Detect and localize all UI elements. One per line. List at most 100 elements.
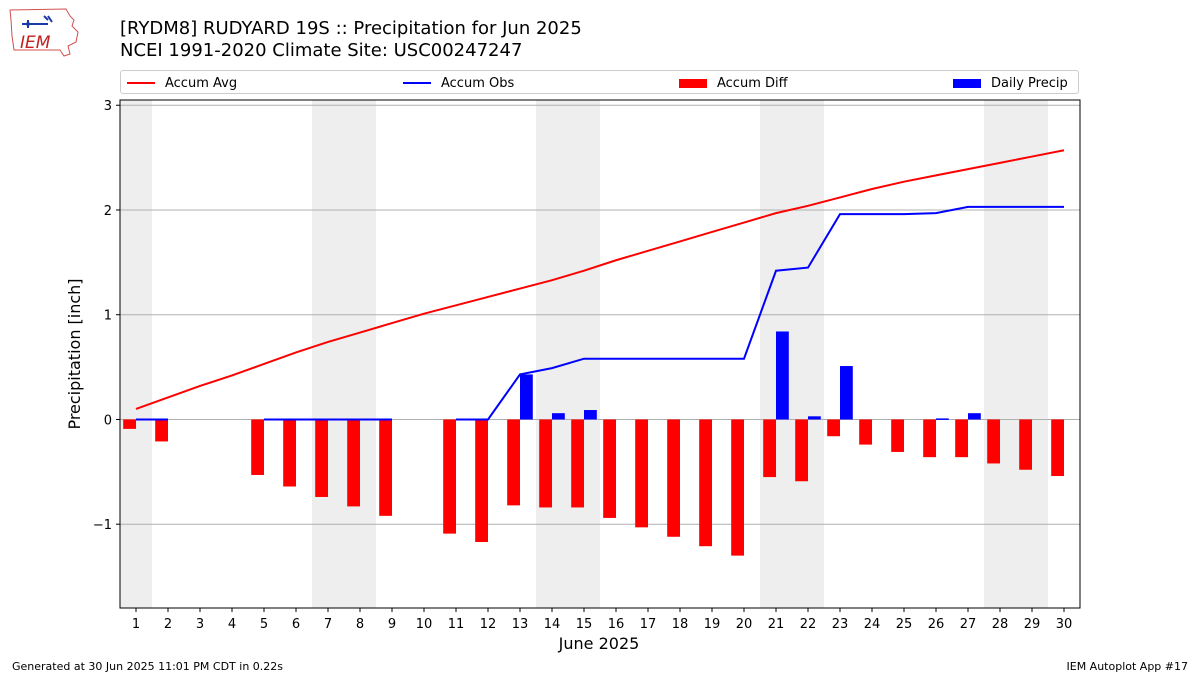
accum-diff-bar	[763, 419, 776, 478]
x-tick-label: 29	[1024, 617, 1041, 632]
x-tick-label: 22	[800, 617, 817, 632]
accum-diff-bar	[443, 419, 456, 534]
y-tick-label: 0	[104, 413, 112, 428]
x-axis-label: June 2025	[558, 634, 640, 653]
legend-item-daily-precip: Daily Precip	[953, 74, 1068, 92]
x-tick-label: 20	[736, 617, 753, 632]
x-tick-label: 14	[544, 617, 561, 632]
accum-diff-bar	[1051, 419, 1064, 477]
accum-diff-bar	[667, 419, 680, 537]
daily-precip-bar	[552, 413, 565, 420]
accum-diff-bar	[283, 419, 296, 487]
x-tick-label: 25	[896, 617, 913, 632]
chart-legend: Accum Avg Accum Obs Accum Diff Daily Pre…	[120, 70, 1079, 94]
chart-title: [RYDM8] RUDYARD 19S :: Precipitation for…	[120, 18, 582, 39]
accum-diff-bar	[251, 419, 264, 475]
weekend-band	[120, 100, 152, 608]
daily-precip-bar	[840, 366, 853, 420]
x-tick-label: 26	[928, 617, 945, 632]
accum-diff-bar	[923, 419, 936, 458]
x-tick-label: 23	[832, 617, 849, 632]
y-tick-label: 2	[104, 204, 112, 219]
iowa-outline-icon	[9, 8, 79, 57]
chart-subtitle: NCEI 1991-2020 Climate Site: USC00247247	[120, 40, 523, 61]
y-tick-label: −1	[93, 518, 112, 533]
accum-obs-line	[456, 205, 1064, 421]
accum-diff-bar	[315, 419, 328, 497]
plot-frame	[119, 99, 1081, 609]
accum-diff-bar	[603, 419, 616, 518]
weekend-band	[760, 100, 824, 608]
legend-label-daily-precip: Daily Precip	[991, 75, 1068, 91]
accum-diff-bar	[635, 419, 648, 528]
x-tick-label: 8	[356, 617, 364, 632]
x-tick-label: 17	[640, 617, 657, 632]
accum-diff-bar	[699, 419, 712, 547]
x-tick-label: 16	[608, 617, 625, 632]
x-tick-label: 12	[480, 617, 497, 632]
daily-precip-bar	[936, 418, 949, 420]
daily-precip-bar	[968, 413, 981, 420]
x-tick-label: 2	[164, 617, 172, 632]
x-tick-label: 21	[768, 617, 785, 632]
accum-avg-line	[135, 149, 1065, 410]
x-tick-label: 24	[864, 617, 881, 632]
x-tick-label: 9	[388, 617, 396, 632]
legend-label-accum-diff: Accum Diff	[717, 75, 788, 91]
station-dot-icon	[26, 22, 30, 26]
legend-label-accum-avg: Accum Avg	[165, 75, 238, 91]
legend-item-accum-diff: Accum Diff	[679, 74, 788, 92]
daily-precip-bar	[808, 416, 821, 420]
x-tick-label: 5	[260, 617, 268, 632]
daily-precip-bar	[584, 410, 597, 420]
legend-swatch-daily-precip	[953, 78, 981, 88]
x-tick-label: 28	[992, 617, 1009, 632]
accum-diff-bar	[955, 419, 968, 458]
weekend-band	[312, 100, 376, 608]
x-tick-label: 19	[704, 617, 721, 632]
x-tick-label: 27	[960, 617, 977, 632]
accum-diff-bar	[1019, 419, 1032, 470]
y-tick-label: 1	[104, 309, 112, 324]
accum-diff-bar	[859, 419, 872, 445]
accum-diff-bar	[155, 419, 168, 442]
lines	[135, 149, 1065, 421]
x-tick-label: 4	[228, 617, 236, 632]
weekend-band	[536, 100, 600, 608]
logo-text: IEM	[20, 33, 51, 53]
legend-swatch-accum-diff	[679, 78, 707, 88]
x-tick-label: 6	[292, 617, 300, 632]
footer-app: IEM Autoplot App #17	[1066, 660, 1189, 673]
x-tick-label: 13	[512, 617, 529, 632]
bars	[123, 331, 1064, 556]
accum-diff-bar	[571, 419, 584, 508]
legend-swatch-accum-obs	[403, 82, 431, 84]
accum-diff-bar	[379, 419, 392, 516]
accum-diff-bar	[475, 419, 488, 543]
accum-diff-bar	[827, 419, 840, 437]
legend-item-accum-obs: Accum Obs	[403, 74, 514, 92]
x-tick-label: 18	[672, 617, 689, 632]
footer-generated: Generated at 30 Jun 2025 11:01 PM CDT in…	[12, 660, 284, 673]
accum-diff-bar	[987, 419, 1000, 464]
x-tick-label: 3	[196, 617, 204, 632]
accum-diff-bar	[507, 419, 520, 506]
x-tick-label: 1	[132, 617, 140, 632]
accum-diff-bar	[891, 419, 904, 452]
weekend-band	[984, 100, 1048, 608]
x-tick-label: 11	[448, 617, 465, 632]
accum-diff-bar	[347, 419, 360, 507]
y-tick-label: 3	[104, 99, 112, 114]
daily-precip-bar	[520, 374, 533, 420]
accum-diff-bar	[539, 419, 552, 508]
accum-diff-bar	[731, 419, 744, 556]
y-axis-label: Precipitation [inch]	[65, 278, 84, 429]
x-tick-label: 15	[576, 617, 593, 632]
weekend-shading	[120, 100, 1048, 608]
legend-label-accum-obs: Accum Obs	[441, 75, 515, 91]
x-tick-label: 7	[324, 617, 332, 632]
daily-precip-bar	[776, 331, 789, 420]
accum-diff-bar	[795, 419, 808, 482]
